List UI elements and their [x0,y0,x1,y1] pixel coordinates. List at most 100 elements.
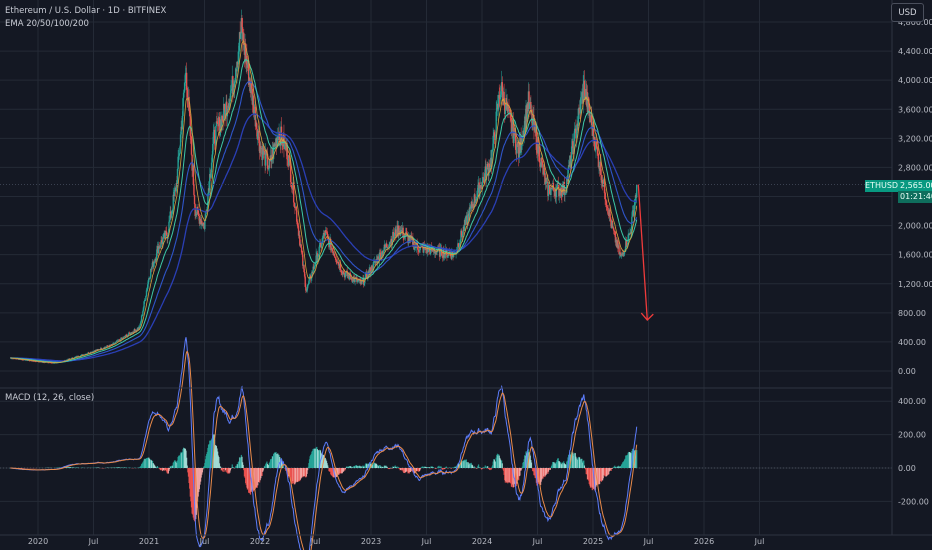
macd-histogram-bar [145,458,147,468]
time-axis-label: Jul [310,537,321,546]
time-axis[interactable]: 2020 Jul 2021 Jul 2022 Jul 2023 Jul 2024 Jul 2025 J… [28,537,765,546]
macd-histogram-bar [212,436,214,468]
macd-histogram-bar [310,455,312,468]
price-candle-body [493,132,496,137]
macd-histogram-bar [510,468,512,484]
price-candle-body [482,177,485,179]
price-candle-body [196,206,198,215]
currency-button[interactable]: USD [891,3,924,22]
price-candle-body [531,109,533,126]
macd-indicator-label[interactable]: MACD (12, 26, close) [5,393,95,403]
macd-histogram-bar [246,468,248,488]
macd-histogram-bar [453,467,455,468]
macd-histogram-bar [414,468,416,473]
macd-histogram-bar [318,450,320,468]
price-candle-body [472,204,474,208]
macd-histogram-bar [140,465,142,468]
price-candle-body [193,184,195,195]
ema-indicator-label[interactable]: EMA 20/50/100/200 [5,19,89,29]
price-candle-body [341,272,343,274]
price-candle-body [563,182,566,195]
macd-pane[interactable] [0,337,892,550]
macd-histogram-bar [420,467,423,468]
macd-histogram-bar [179,455,181,468]
price-candle-body [479,188,481,197]
price-candle-body [566,177,568,193]
price-candle-body [105,346,108,348]
price-candle-body [288,155,291,158]
price-candle-body [258,130,260,144]
macd-histogram-bar [584,468,586,469]
macd-histogram-bar [594,468,596,491]
macd-histogram-bar [291,468,293,484]
macd-histogram-bar [382,467,384,468]
macd-histogram-bar [597,468,599,483]
price-candle-body [379,252,381,254]
price-candle-body [611,220,614,228]
price-candle-body [194,204,196,217]
macd-histogram-bar [582,461,584,468]
macd-histogram-bar [381,466,383,468]
projection-arrow-line[interactable] [637,184,648,321]
macd-histogram-bar [444,468,446,469]
macd-histogram-bar [350,466,352,468]
macd-histogram-bar [147,457,149,468]
price-candle-body [175,183,177,192]
price-candle-body [606,206,609,209]
macd-histogram-bar [307,466,309,468]
macd-histogram-bar [636,450,638,468]
price-candle-body [165,230,167,232]
ema-200-line [10,113,637,362]
macd-histogram-bar [496,455,498,468]
macd-histogram-bar [588,468,590,484]
macd-histogram-bar [617,466,619,468]
macd-histogram-bar [610,468,612,471]
macd-histogram-bar [620,464,623,468]
macd-histogram-bar [471,464,473,468]
macd-histogram-bar [625,455,627,468]
macd-histogram-bar [543,468,545,477]
price-pane[interactable] [0,9,892,364]
price-candle-body [583,80,586,100]
projection-arrow-head[interactable] [640,312,654,322]
macd-histogram-bar [497,455,499,468]
price-candle-body [235,69,237,78]
macd-histogram-bar [166,468,168,474]
price-candle-body [379,253,382,260]
price-candle-body [382,250,385,253]
macd-histogram-bar [553,462,555,468]
price-candle-body [449,253,452,257]
price-candle-body [145,290,148,296]
price-candle-body [418,250,421,252]
macd-histogram-bar [365,463,367,468]
price-candle-body [159,246,161,249]
macd-histogram-bar [591,468,593,488]
price-candle-body [147,284,149,289]
price-candle-body [210,162,213,173]
macd-histogram-bar [408,468,410,474]
macd-histogram-bar [487,466,489,468]
price-candle-body [398,225,400,235]
macd-histogram-bar [468,463,471,468]
macd-histogram-bar [594,468,596,491]
macd-histogram-bar [275,451,277,468]
price-candle-body [443,253,446,258]
price-candle-body [623,253,625,256]
macd-histogram-bar [562,463,564,468]
price-candle-body [555,187,558,198]
macd-histogram-bar [269,461,271,468]
macd-histogram-bar [262,468,264,472]
price-candle-body [167,232,170,235]
macd-histogram-bar [484,467,486,468]
macd-histogram-bar [532,468,534,472]
price-candle-body [322,238,324,239]
price-candle-body [477,184,479,193]
macd-histogram-bar [284,468,286,469]
price-candle-body [613,230,615,232]
price-candle-body [157,246,160,254]
macd-histogram-bar [438,465,440,468]
macd-histogram-bar [300,468,303,478]
macd-histogram-bar [627,452,629,468]
macd-histogram-bar [540,468,542,485]
